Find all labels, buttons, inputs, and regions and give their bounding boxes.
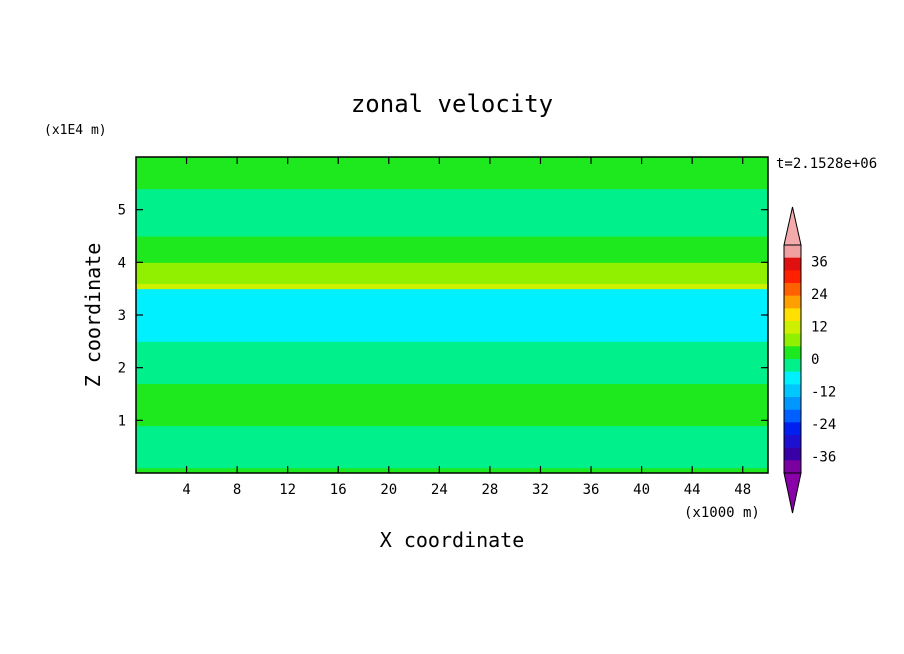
colorbar-swatch [784,346,801,360]
colorbar-swatch [784,308,801,322]
x-tick-label: 24 [431,482,448,498]
colorbar-label: 12 [811,319,828,335]
colorbar-swatch [784,460,801,474]
colorbar: 36 24 12 0 -12 -24 -36 [783,206,836,514]
chart-title: zonal velocity [351,90,553,118]
colorbar-swatch [784,409,801,423]
y-axis-label: Z coordinate [81,243,105,388]
colorbar-over-triangle [783,206,802,246]
colorbar-swatch [784,270,801,284]
x-axis-ticks: 4 8 12 16 20 24 28 32 36 40 44 48 [182,157,751,498]
colorbar-swatch [784,397,801,410]
colorbar-swatch [784,283,801,296]
colorbar-swatch [784,447,801,461]
x-tick-label: 16 [330,482,347,498]
x-tick-label: 20 [380,482,397,498]
x-tick-label: 36 [583,482,600,498]
colorbar-swatch [784,422,801,436]
colorbar-label: 24 [811,287,828,303]
y-tick-label: 2 [118,361,126,377]
time-label: t=2.1528e+06 [776,156,877,172]
colorbar-under-triangle [783,472,802,514]
y-tick-label: 5 [118,203,126,219]
colorbar-swatch [784,384,801,398]
x-tick-label: 12 [279,482,296,498]
x-unit-label: (x1000 m) [684,505,760,521]
y-tick-label: 1 [118,413,126,429]
field-band-0 [136,467,768,473]
colorbar-label: -24 [811,417,836,433]
colorbar-swatch [784,359,801,372]
x-tick-label: 40 [633,482,650,498]
y-unit-label: (x1E4 m) [44,123,107,138]
colorbar-swatch [784,295,801,309]
x-tick-label: 48 [734,482,751,498]
field-band-4 [136,288,768,342]
colorbar-swatch [784,333,801,347]
x-tick-label: 8 [233,482,241,498]
colorbar-swatch [784,257,801,271]
y-tick-label: 3 [118,308,126,324]
field-band-3 [136,341,768,384]
y-axis-ticks: 1 2 3 4 5 [118,203,768,429]
colorbar-swatch [784,245,801,258]
x-tick-label: 32 [532,482,549,498]
field-band-1 [136,425,768,469]
x-tick-label: 44 [684,482,701,498]
colorbar-label: 0 [811,352,819,368]
field-band-7 [136,236,768,263]
field-band-8 [136,188,768,237]
plot-frame [135,156,769,474]
field-band-9 [136,157,768,190]
colorbar-swatch [784,435,801,448]
colorbar-swatch [784,321,801,334]
colorbar-label: -36 [811,450,836,466]
x-axis-label: X coordinate [380,528,525,552]
colorbar-label: -12 [811,385,836,401]
y-tick-label: 4 [118,255,126,271]
field-band-6 [136,262,768,284]
colorbar-swatch [784,371,801,385]
x-tick-label: 4 [182,482,190,498]
contour-field [136,157,768,473]
field-band-2 [136,383,768,427]
colorbar-label: 36 [811,254,828,270]
x-tick-label: 28 [481,482,498,498]
field-band-5 [136,283,768,290]
